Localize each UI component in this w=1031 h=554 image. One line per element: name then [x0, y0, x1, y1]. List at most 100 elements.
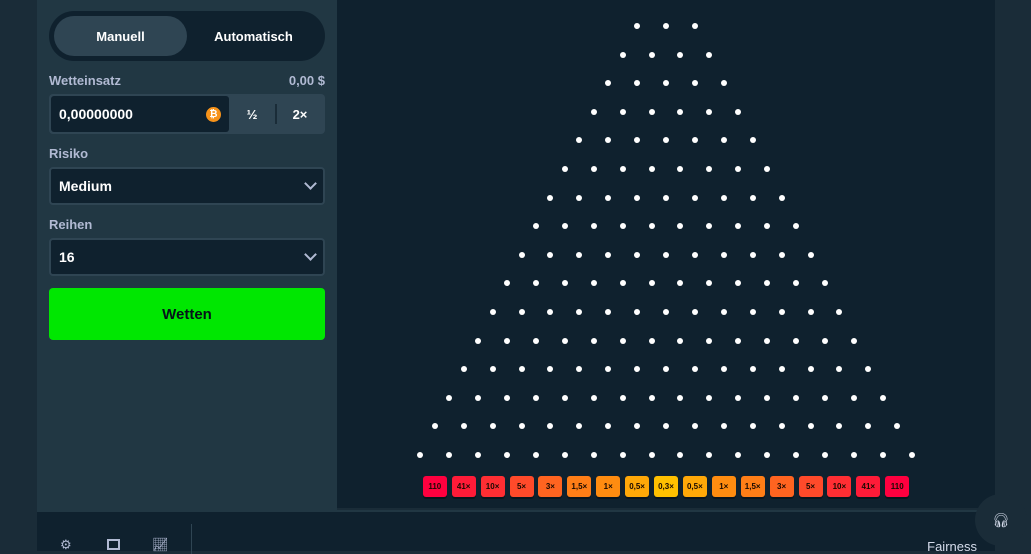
- peg: [663, 423, 669, 430]
- peg: [793, 280, 800, 287]
- multiplier-slot: 110: [422, 476, 447, 497]
- peg: [720, 80, 727, 87]
- risk-value: Medium: [59, 178, 112, 194]
- gear-icon[interactable]: ⚙: [60, 537, 72, 552]
- peg: [677, 223, 684, 230]
- peg: [821, 280, 828, 287]
- peg: [561, 394, 568, 401]
- peg: [561, 223, 568, 230]
- peg: [807, 366, 814, 373]
- multiplier-slot: 110: [885, 476, 910, 497]
- peg: [764, 452, 771, 458]
- peg: [663, 194, 669, 201]
- peg: [677, 51, 684, 58]
- tab-automatic[interactable]: Automatisch: [214, 28, 293, 44]
- rows-value: 16: [59, 249, 75, 265]
- peg: [561, 280, 568, 287]
- peg: [865, 366, 872, 373]
- stats-icon[interactable]: 📈︎: [152, 537, 169, 552]
- peg: [561, 452, 568, 458]
- multiplier-slot: 1×: [711, 476, 736, 497]
- peg: [821, 394, 828, 401]
- bet-button[interactable]: Wetten: [49, 288, 325, 340]
- peg: [821, 452, 828, 458]
- peg: [677, 452, 684, 458]
- peg: [749, 423, 756, 430]
- peg: [663, 137, 669, 144]
- peg: [749, 366, 756, 373]
- peg: [576, 423, 583, 430]
- peg: [720, 309, 727, 315]
- peg: [735, 452, 742, 458]
- peg: [663, 80, 669, 87]
- peg: [634, 366, 641, 373]
- peg: [532, 452, 539, 458]
- peg: [648, 280, 655, 287]
- peg: [547, 366, 554, 373]
- peg: [764, 394, 771, 401]
- support-button[interactable]: 🎧︎: [975, 494, 1027, 546]
- peg: [706, 280, 713, 287]
- peg: [460, 423, 467, 430]
- peg: [691, 194, 698, 201]
- peg: [793, 452, 800, 458]
- peg: [663, 309, 669, 315]
- peg: [821, 337, 828, 344]
- peg: [793, 337, 800, 344]
- peg: [807, 309, 814, 315]
- peg: [475, 337, 482, 344]
- fairness-link[interactable]: Fairness: [927, 539, 977, 554]
- tab-manual[interactable]: Manuell: [54, 16, 187, 56]
- multiplier-slot: 5×: [509, 476, 534, 497]
- peg: [634, 137, 641, 144]
- peg: [634, 194, 641, 201]
- multiplier-slot: 10×: [480, 476, 505, 497]
- peg: [720, 366, 727, 373]
- rows-label: Reihen: [49, 217, 93, 232]
- rows-select[interactable]: 16: [49, 238, 325, 276]
- peg: [850, 337, 857, 344]
- peg: [619, 394, 626, 401]
- peg: [836, 309, 843, 315]
- peg: [735, 337, 742, 344]
- peg: [691, 80, 698, 87]
- square-icon[interactable]: [107, 539, 120, 550]
- peg: [590, 108, 597, 115]
- peg: [706, 51, 713, 58]
- peg: [865, 423, 872, 430]
- mode-toggle: Manuell Automatisch: [49, 11, 325, 61]
- peg: [532, 223, 539, 230]
- peg: [590, 337, 597, 344]
- peg: [619, 51, 626, 58]
- bet-amount-input[interactable]: 0,00000000 ₿: [51, 96, 229, 132]
- multiplier-slot: 0,3×: [654, 476, 678, 497]
- peg: [605, 251, 612, 258]
- multiplier-slot: 41×: [451, 476, 476, 497]
- peg: [894, 423, 901, 430]
- peg: [590, 166, 597, 172]
- peg: [735, 223, 742, 230]
- peg: [619, 280, 626, 287]
- peg: [518, 423, 525, 430]
- peg: [778, 251, 785, 258]
- peg: [648, 51, 655, 58]
- peg: [619, 337, 626, 344]
- peg: [489, 366, 496, 373]
- peg: [764, 280, 771, 287]
- peg: [576, 194, 583, 201]
- half-button[interactable]: ½: [246, 106, 258, 122]
- peg: [504, 452, 511, 458]
- peg: [576, 309, 583, 315]
- peg: [489, 423, 496, 430]
- peg: [706, 166, 713, 172]
- risk-select[interactable]: Medium: [49, 167, 325, 205]
- peg: [518, 309, 525, 315]
- peg: [489, 309, 496, 315]
- peg: [720, 194, 727, 201]
- peg: [836, 366, 843, 373]
- peg: [605, 80, 612, 87]
- peg: [691, 137, 698, 144]
- peg: [663, 366, 669, 373]
- peg: [504, 394, 511, 401]
- double-button[interactable]: 2×: [292, 106, 308, 122]
